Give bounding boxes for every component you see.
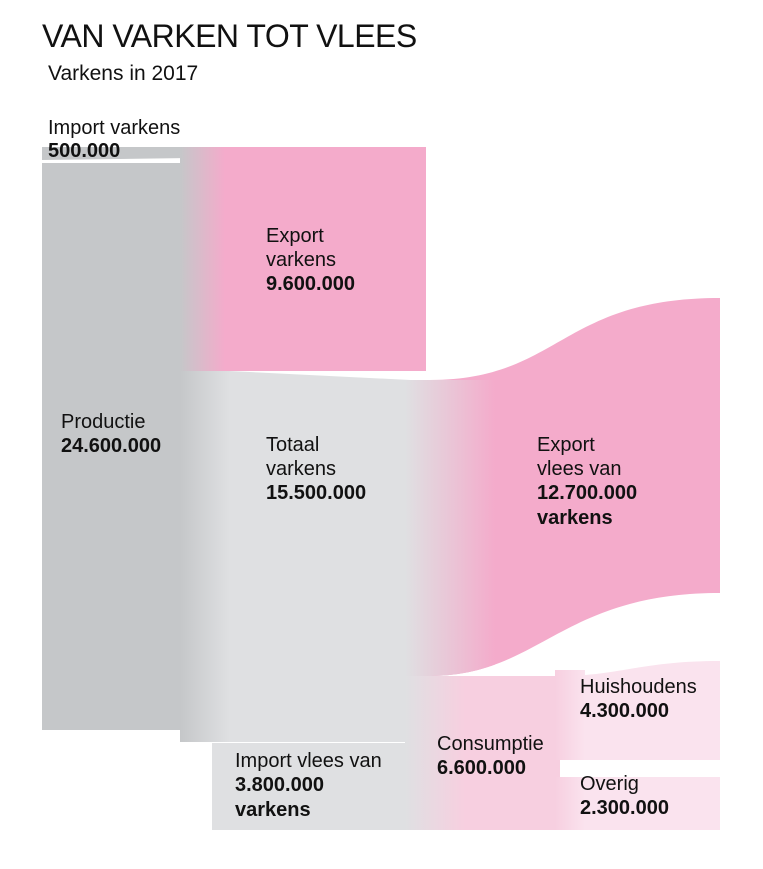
huishoudens-label: Huishoudens	[580, 676, 697, 698]
import-vlees-value: 3.800.000	[235, 774, 324, 796]
totaal-varkens-label: Totaal	[266, 434, 320, 456]
consumptie-fade	[405, 676, 465, 830]
import-vlees-bar	[212, 743, 422, 830]
productie-bar	[42, 163, 182, 730]
export-vlees-label: Export	[537, 434, 595, 456]
consumptie-value: 6.600.000	[437, 757, 526, 779]
overig-bar	[560, 777, 720, 830]
overig-fade	[555, 777, 585, 830]
overig-label: Overig	[580, 773, 639, 795]
totaal-varkens-value: 15.500.000	[266, 482, 367, 504]
productie-to-totaal-flow	[180, 371, 230, 742]
import-varkens-bar	[42, 147, 190, 160]
productie-label: Productie	[61, 411, 146, 433]
export-varkens-bar	[224, 147, 426, 371]
totaal-varkens-bar	[229, 371, 430, 742]
import-vlees-unit: varkens	[235, 799, 311, 821]
productie-value: 24.600.000	[61, 435, 162, 457]
export-vlees-unit: varkens	[537, 507, 613, 529]
chart-title: VAN VARKEN TOT VLEES	[42, 18, 417, 54]
productie-to-export-flow	[180, 147, 225, 371]
huishoudens-bar	[560, 661, 720, 760]
import-varkens-label: Import varkens	[48, 117, 181, 139]
consumptie-label: Consumptie	[437, 733, 544, 755]
chart-subtitle: Varkens in 2017	[48, 62, 199, 85]
huishoudens-value: 4.300.000	[580, 700, 669, 722]
overig-value: 2.300.000	[580, 797, 669, 819]
export-varkens-label2: varkens	[266, 249, 337, 271]
export-vlees-value: 12.700.000	[537, 482, 638, 504]
export-vlees-label2: vlees van	[537, 458, 622, 480]
import-vlees-label: Import vlees van	[235, 750, 382, 772]
export-varkens-label: Export	[266, 225, 324, 247]
export-varkens-value: 9.600.000	[266, 273, 355, 295]
export-vlees-fade	[405, 380, 495, 676]
huishoudens-fade	[555, 670, 585, 760]
totaal-varkens-label2: varkens	[266, 458, 337, 480]
import-varkens-value: 500.000	[48, 140, 121, 162]
